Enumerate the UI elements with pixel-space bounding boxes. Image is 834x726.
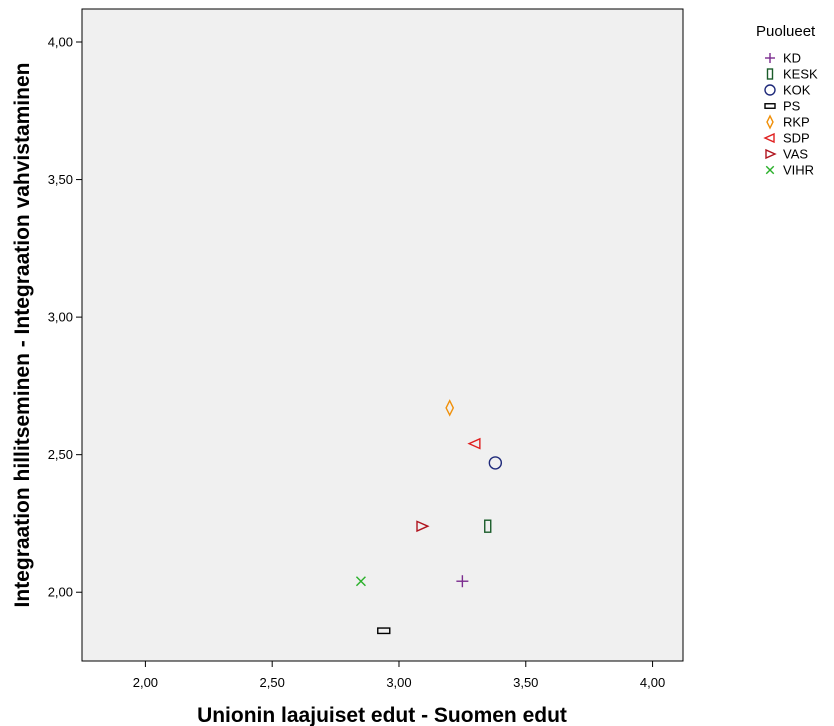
x-tick-label: 3,00 [386, 675, 411, 690]
y-tick-label: 3,50 [48, 172, 73, 187]
x-tick-label: 3,50 [513, 675, 538, 690]
legend-item: SDP [763, 131, 810, 146]
legend-marker-vas [765, 148, 777, 160]
legend-label: RKP [783, 115, 810, 130]
legend-marker-vihr [765, 165, 775, 175]
legend-item: VAS [765, 147, 808, 162]
legend-marker-ps [764, 103, 776, 109]
data-point-vas [416, 520, 430, 533]
legend-label: KESK [783, 67, 818, 82]
y-axis-title: Integraation hillitseminen - Integraatio… [11, 63, 34, 608]
data-point-kesk [484, 519, 492, 533]
data-points [355, 399, 503, 635]
legend-marker-kok [764, 84, 776, 96]
data-point-rkp [445, 399, 455, 417]
legend-label: PS [783, 99, 801, 114]
legend-item: KESK [766, 67, 818, 82]
data-point-vihr [355, 576, 366, 587]
legend-marker-kd [765, 53, 775, 63]
plot-area [81, 8, 684, 662]
x-axis-title: Unionin laajuiset edut - Suomen edut [197, 704, 567, 726]
legend-marker-rkp [766, 114, 774, 130]
y-tick-label: 2,50 [48, 447, 73, 462]
legend-item: RKP [766, 114, 810, 130]
legend-marker-sdp [763, 132, 775, 144]
legend-item: KOK [764, 83, 811, 98]
y-axis-ticks: 2,00 2,50 3,00 3,50 4,00 [48, 35, 82, 600]
legend-label: SDP [783, 131, 810, 146]
x-tick-label: 4,00 [640, 675, 665, 690]
legend-label: KOK [783, 83, 811, 98]
data-point-kok [488, 456, 503, 470]
x-tick-label: 2,50 [260, 675, 285, 690]
legend-title: Puolueet [756, 23, 816, 40]
data-point-kd [456, 575, 469, 588]
legend-item: PS [764, 99, 801, 114]
y-tick-label: 2,00 [48, 585, 73, 600]
data-point-sdp [467, 437, 481, 450]
y-tick-label: 3,00 [48, 310, 73, 325]
data-point-ps [377, 627, 391, 635]
x-tick-label: 2,00 [133, 675, 158, 690]
x-axis-ticks: 2,00 2,50 3,00 3,50 4,00 [133, 661, 665, 690]
legend-label: KD [783, 51, 801, 66]
legend-marker-kesk [766, 68, 774, 80]
y-tick-label: 4,00 [48, 35, 73, 50]
legend-label: VIHR [783, 163, 814, 178]
legend-item: KD [765, 51, 801, 66]
legend-item: VIHR [765, 163, 814, 178]
legend-label: VAS [783, 147, 808, 162]
